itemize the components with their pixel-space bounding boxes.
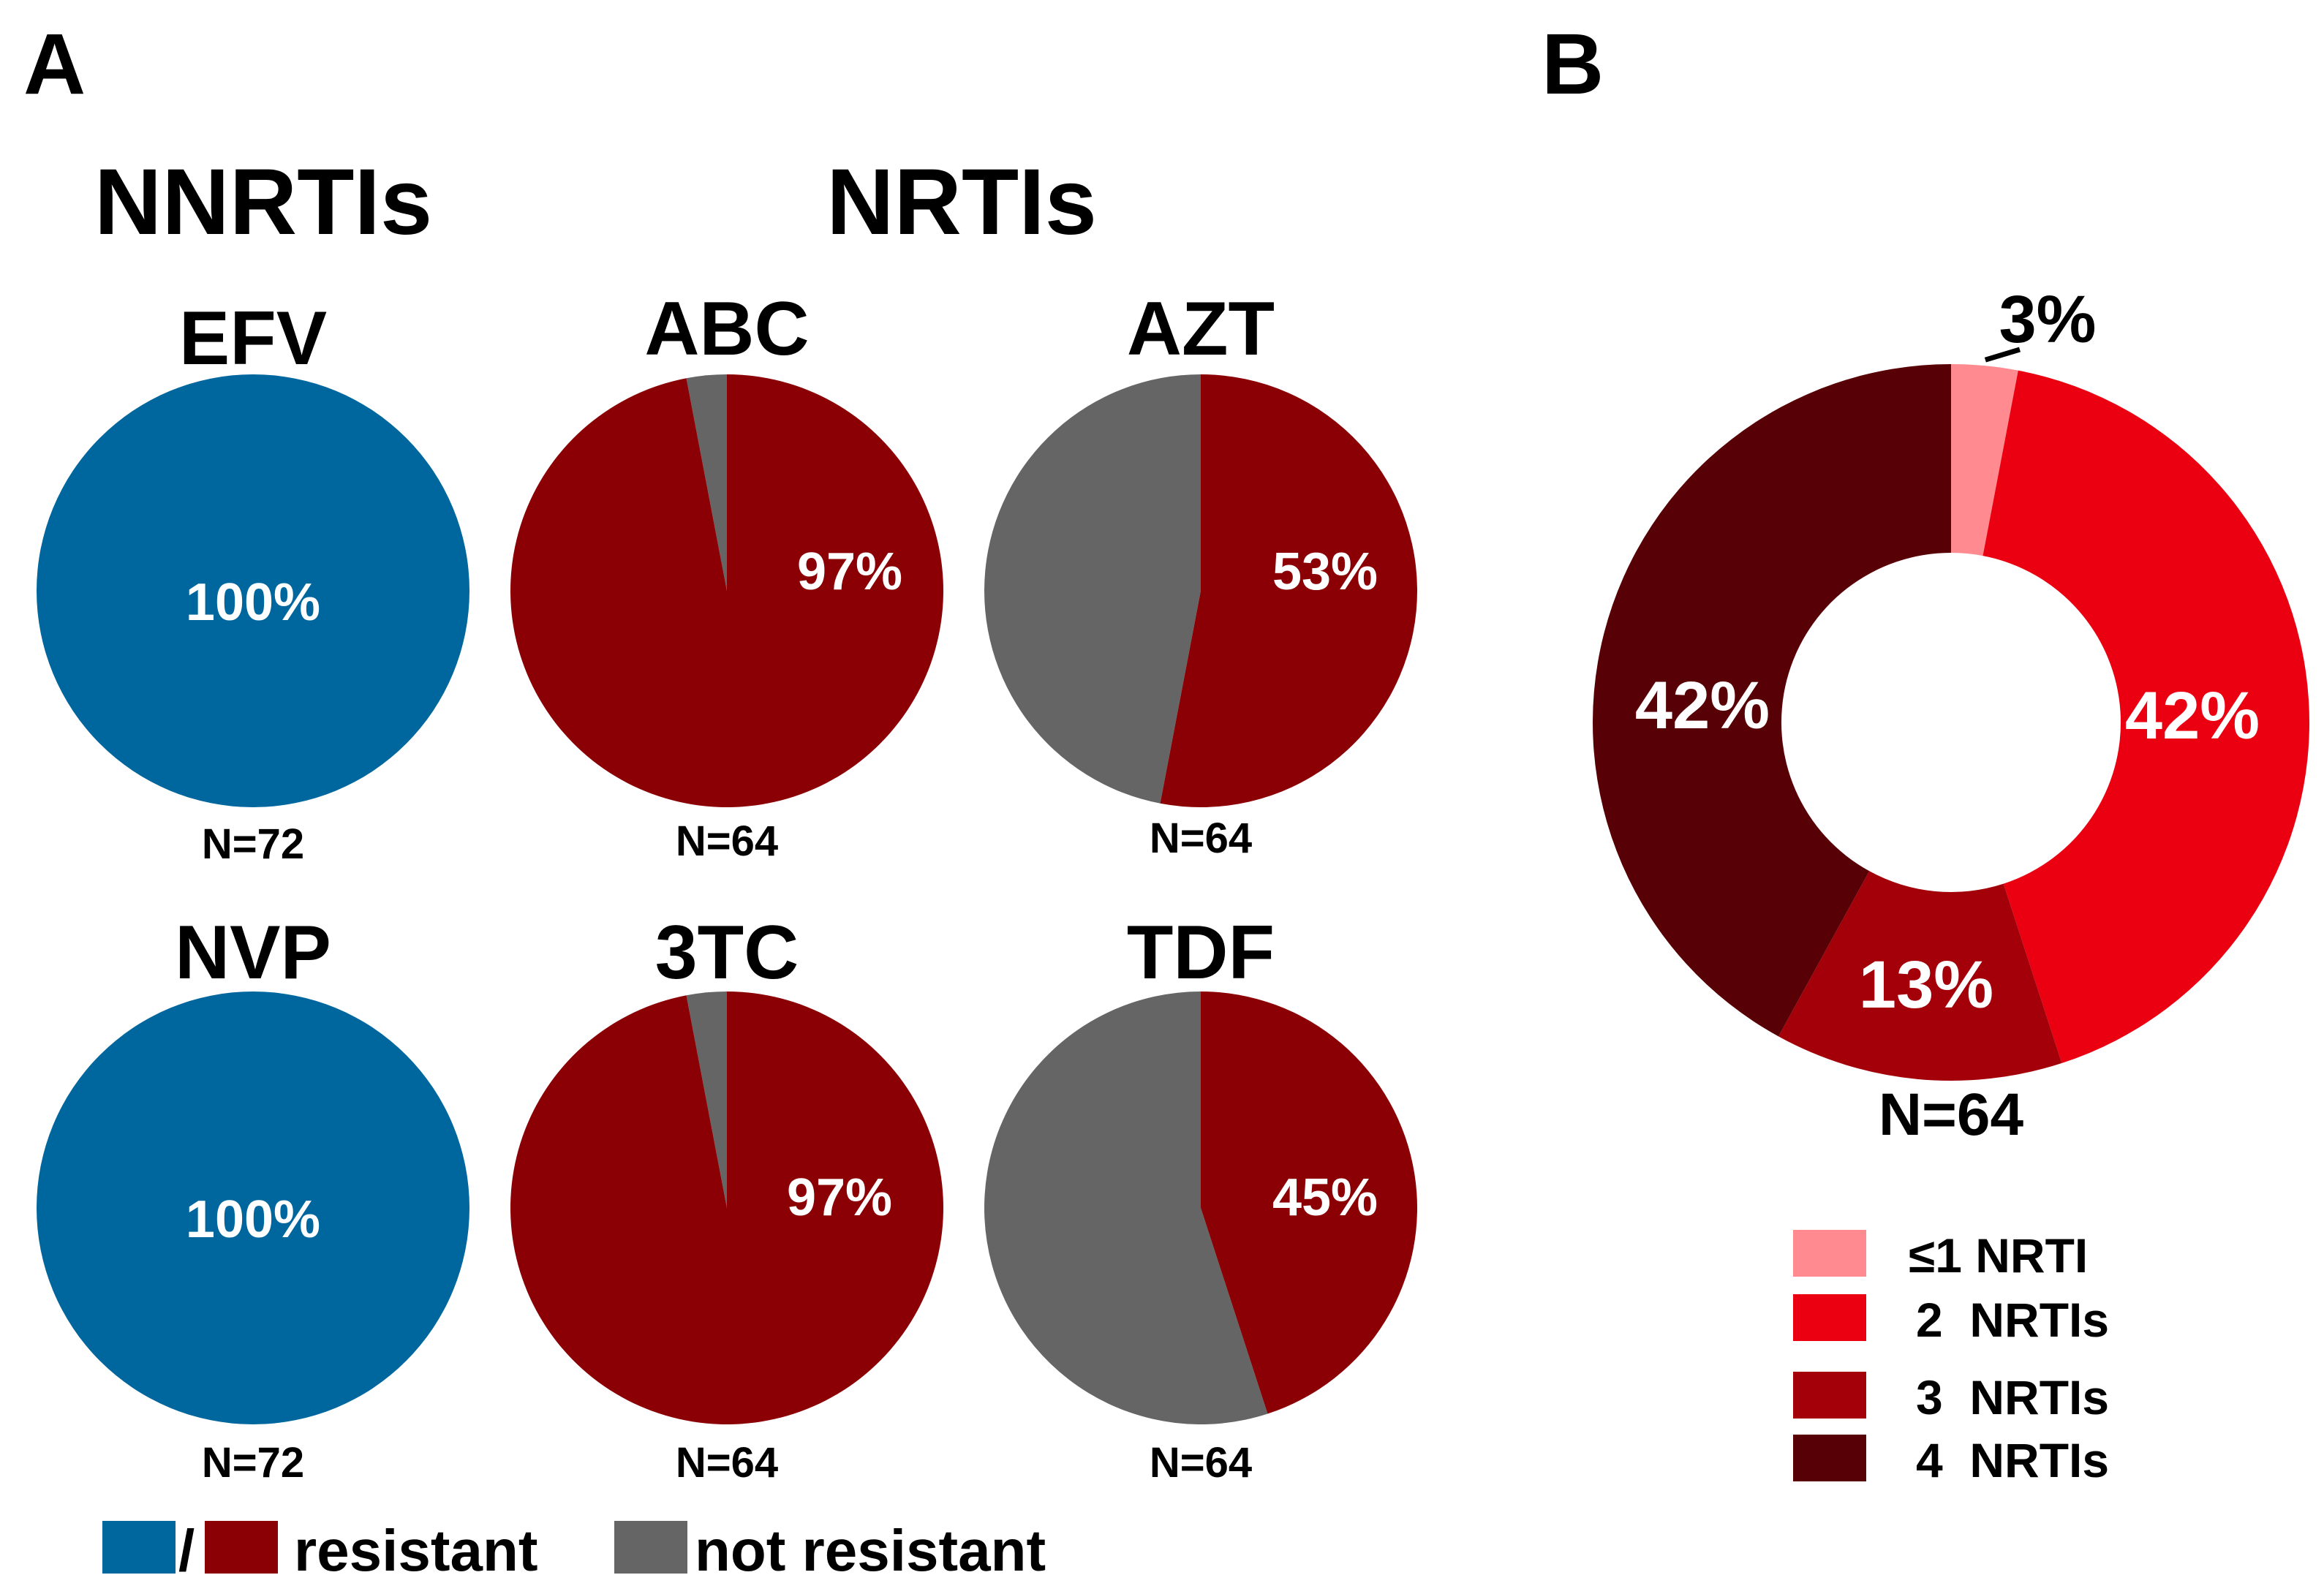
legend-b-swatch-2 <box>1793 1294 1866 1341</box>
pie-n-label-tdf: N=64 <box>1150 1439 1252 1487</box>
pie-n-label-nvp: N=72 <box>202 1439 304 1487</box>
panel-a-pies: EFV 100% N=72 NVP 100% N=72 ABC 97% N=64 3TC 97% N=… <box>37 287 1418 1487</box>
panel-label-b: B <box>1542 16 1604 113</box>
pie-value-label-azt: 53% <box>1272 543 1378 601</box>
donut-value-label-4: 42% <box>1635 668 1770 743</box>
donut-slice-2 <box>1982 370 2309 1064</box>
group-title-nrti: NRTIs <box>826 150 1097 254</box>
pie-slice-nvp-resistant <box>37 991 469 1424</box>
pie-n-label-abc: N=64 <box>676 817 778 865</box>
group-title-nnrti: NNRTIs <box>94 150 432 254</box>
pie-title-abc: ABC <box>644 287 809 371</box>
pie-title-3tc: 3TC <box>655 910 799 995</box>
pie-value-label-3tc: 97% <box>787 1168 892 1227</box>
pie-value-label-abc: 97% <box>797 543 902 601</box>
pie-slice-tdf-not-resistant <box>984 991 1268 1424</box>
donut-value-label-2: 42% <box>2125 679 2260 753</box>
pie-slice-tdf-resistant <box>1201 991 1418 1414</box>
legend-a-swatch-not-resistant <box>614 1521 687 1574</box>
legend-b-label-le1: ≤1 NRTI <box>1909 1228 2088 1283</box>
pie-3tc: 3TC 97% N=64 <box>510 910 943 1487</box>
pie-slice-3tc-resistant <box>510 991 943 1424</box>
legend-a-swatch-nrti <box>205 1521 278 1574</box>
pie-n-label-3tc: N=64 <box>676 1439 778 1487</box>
pie-abc: ABC 97% N=64 <box>510 287 944 865</box>
legend-b-label-2: 2 NRTIs <box>1916 1293 2109 1347</box>
panel-b-donut: 3% 42% 13% 42% N=64 <box>1592 282 2309 1148</box>
pie-slice-efv-resistant <box>37 374 469 807</box>
donut-value-label-1: 3% <box>1999 282 2097 357</box>
pie-value-label-nvp: 100% <box>186 1190 320 1249</box>
legend-b-swatch-3 <box>1793 1372 1866 1419</box>
pie-slice-azt-resistant <box>1160 374 1417 807</box>
donut-value-label-3: 13% <box>1859 948 1993 1022</box>
pie-value-label-tdf: 45% <box>1272 1168 1378 1227</box>
pie-n-label-efv: N=72 <box>202 820 304 868</box>
pie-slice-abc-resistant <box>510 374 944 807</box>
pie-n-label-azt: N=64 <box>1150 815 1252 862</box>
legend-a-swatch-nnrti <box>102 1521 176 1574</box>
legend-b-swatch-4 <box>1793 1435 1866 1481</box>
pie-slice-abc-not-resistant <box>686 374 727 591</box>
pie-title-tdf: TDF <box>1127 910 1275 995</box>
panel-label-a: A <box>23 16 86 113</box>
legend-b-label-4: 4 NRTIs <box>1916 1433 2109 1487</box>
legend-b: ≤1 NRTI 2 NRTIs 3 NRTIs 4 NRTIs <box>1793 1228 2109 1487</box>
legend-b-swatch-le1 <box>1793 1230 1866 1277</box>
donut-slice-3 <box>1778 871 2062 1081</box>
pie-title-efv: EFV <box>179 296 327 381</box>
pie-azt: AZT 53% N=64 <box>984 287 1417 862</box>
pie-slice-azt-not-resistant <box>984 374 1201 804</box>
donut-leader-line <box>1984 347 2021 363</box>
pie-nvp: NVP 100% N=72 <box>37 910 469 1487</box>
legend-a-label-resistant: resistant <box>294 1518 537 1583</box>
legend-b-label-3: 3 NRTIs <box>1916 1370 2109 1424</box>
legend-a-separator: / <box>178 1518 195 1583</box>
donut-slice-4 <box>1592 364 1951 1037</box>
pie-title-azt: AZT <box>1127 287 1275 371</box>
pie-efv: EFV 100% N=72 <box>37 296 469 868</box>
legend-a-label-not-resistant: not resistant <box>695 1518 1046 1583</box>
pie-slice-3tc-not-resistant <box>686 991 727 1208</box>
pie-title-nvp: NVP <box>175 910 331 995</box>
legend-a: / resistant not resistant <box>102 1518 1046 1583</box>
donut-n-label: N=64 <box>1879 1081 2024 1148</box>
pie-tdf: TDF 45% N=64 <box>984 910 1418 1487</box>
donut-slice-1 <box>1951 364 2018 556</box>
pie-value-label-efv: 100% <box>186 573 320 632</box>
